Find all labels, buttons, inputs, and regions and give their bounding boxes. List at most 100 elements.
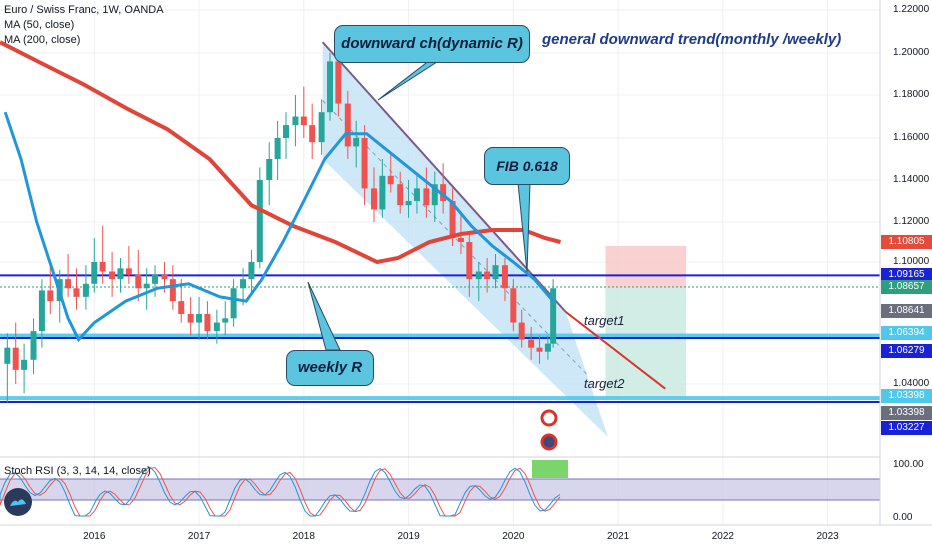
price-tag: 1.06279 xyxy=(881,344,932,358)
price-tag: 1.09165 xyxy=(881,268,932,282)
candle-body xyxy=(318,112,325,143)
candle-body xyxy=(73,288,80,297)
price-tick-label: 1.04000 xyxy=(893,378,930,389)
price-tag: 1.03398 xyxy=(881,406,932,420)
candle-body xyxy=(47,290,54,302)
price-tick-label: 1.20000 xyxy=(893,47,930,58)
candle-body xyxy=(204,314,211,332)
candle-body xyxy=(423,188,430,206)
tradingview-logo-icon[interactable] xyxy=(4,488,32,516)
price-tick-label: 1.18000 xyxy=(893,89,930,100)
symbol-legend: Euro / Swiss Franc, 1W, OANDA MA (50, cl… xyxy=(4,3,164,48)
candle-body xyxy=(143,283,150,289)
event-icon xyxy=(540,409,558,427)
channel-label: downward ch(dynamic R) xyxy=(334,25,530,63)
candle-body xyxy=(230,288,237,319)
candle-body xyxy=(178,301,185,314)
candle-body xyxy=(387,175,394,185)
time-tick-label: 2020 xyxy=(502,531,525,542)
price-tick-label: 1.12000 xyxy=(893,216,930,227)
ma50-line xyxy=(3,111,555,343)
time-tick-label: 2018 xyxy=(292,531,315,542)
price-tag: 1.06394 xyxy=(881,326,932,340)
candle-body xyxy=(283,125,289,138)
candle-body xyxy=(492,265,499,280)
candle-body xyxy=(405,201,412,206)
candle-body xyxy=(371,188,377,210)
candle-body xyxy=(274,138,281,159)
candle-body xyxy=(397,184,404,206)
time-tick-label: 2016 xyxy=(83,531,106,542)
axes xyxy=(0,0,932,526)
rsi-highlight xyxy=(532,460,568,478)
stoch-rsi-legend: Stoch RSI (3, 3, 14, 14, close) xyxy=(4,465,151,477)
candle-body xyxy=(501,265,508,289)
rsi-tick-label: 100.00 xyxy=(893,459,924,470)
price-tag: 1.03398 xyxy=(881,389,932,403)
trend-note: general downward trend(monthly /weekly) xyxy=(542,31,842,48)
fib-label: FIB 0.618 xyxy=(484,147,570,185)
rsi-tick-label: 0.00 xyxy=(893,512,913,523)
candle-body xyxy=(510,288,517,323)
cyan-level xyxy=(0,333,880,338)
candle-body xyxy=(344,103,351,147)
time-tick-label: 2023 xyxy=(816,531,839,542)
candle-body xyxy=(466,242,473,280)
candle-body xyxy=(38,290,45,332)
candle-body xyxy=(457,238,464,242)
weekly-label: weekly R xyxy=(286,350,374,386)
target2-label: target2 xyxy=(584,376,625,391)
ma50-legend: MA (50, close) xyxy=(4,19,75,31)
time-tick-label: 2021 xyxy=(606,531,630,542)
stoch-rsi-band xyxy=(0,479,880,500)
candle-body xyxy=(152,274,159,284)
price-tick-label: 1.14000 xyxy=(893,174,930,185)
moving-averages xyxy=(0,40,561,343)
candle-body xyxy=(440,184,447,201)
candle-body xyxy=(413,188,420,201)
candle-body xyxy=(550,288,557,344)
candle-body xyxy=(169,279,176,302)
candle-body xyxy=(196,314,203,323)
candle-body xyxy=(161,274,168,280)
candle-body xyxy=(65,279,72,289)
target1-label: target1 xyxy=(584,313,625,328)
candle-body xyxy=(125,268,132,275)
ma200-legend: MA (200, close) xyxy=(4,34,81,46)
candle-body xyxy=(135,274,142,289)
candle-body xyxy=(484,271,491,280)
target-zone xyxy=(605,287,687,399)
candle-body xyxy=(21,359,28,370)
event-icon xyxy=(540,433,558,451)
candle-body xyxy=(449,201,456,238)
candle-body xyxy=(30,331,37,360)
stoch-rsi-d-line xyxy=(0,466,561,517)
candle-body xyxy=(379,175,386,210)
candle-body xyxy=(292,116,299,126)
candle-body xyxy=(240,279,247,289)
candle-body xyxy=(187,314,194,323)
candle-body xyxy=(536,347,543,352)
candle-body xyxy=(99,262,106,272)
stoch-rsi-k-line xyxy=(0,466,561,517)
fib-callout-pointer xyxy=(517,182,531,273)
price-tag: 1.10805 xyxy=(881,235,932,249)
time-tick-label: 2022 xyxy=(711,531,734,542)
horizontal-levels xyxy=(0,274,880,404)
candle-body xyxy=(544,343,551,352)
candlestick-series xyxy=(4,48,557,403)
projection-line xyxy=(565,311,666,390)
cyan-level xyxy=(0,396,880,401)
candle-body xyxy=(256,180,263,262)
stoch-rsi-pane xyxy=(0,456,880,517)
time-tick-label: 2019 xyxy=(397,531,420,542)
candle-body xyxy=(91,262,98,284)
annotation-lines xyxy=(307,59,666,451)
price-tag: 1.08657 xyxy=(881,280,932,294)
channel-upper-line xyxy=(321,41,567,313)
candle-body xyxy=(475,271,482,280)
weekly-callout-pointer xyxy=(307,281,341,351)
ma200-line xyxy=(0,40,561,265)
time-tick-label: 2017 xyxy=(187,531,211,542)
